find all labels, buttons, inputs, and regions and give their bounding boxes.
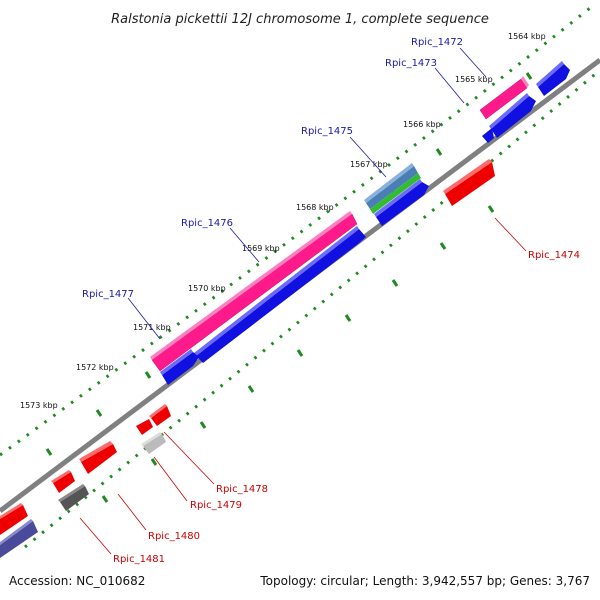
gene-rpic-1475-cds[interactable] [374,179,429,226]
tick-label: 1570 kbp [188,284,226,293]
gene-label[interactable]: Rpic_1475 [301,126,353,137]
reverse-strand-genes [0,159,495,558]
gene-label[interactable]: Rpic_1473 [385,58,437,69]
gene-label[interactable]: Rpic_1480 [148,531,200,542]
gene-label[interactable]: Rpic_1477 [82,289,134,300]
gene-rpic-1474[interactable] [443,159,495,206]
gene-rpic-1480[interactable] [79,441,117,474]
inner-dotted-arc [24,68,600,549]
gene-label[interactable]: Rpic_1472 [411,37,463,48]
gene-left-violet[interactable] [0,519,38,558]
reverse-gene-labels: Rpic_1474 Rpic_1478 Rpic_1479 Rpic_1480 … [79,217,580,565]
gene-rpic-1473[interactable] [489,93,536,138]
gene-rpic-1472-cds[interactable] [536,61,570,96]
gene-rpic-1479[interactable] [141,432,166,454]
gene-label[interactable]: Rpic_1479 [190,500,242,511]
gene-rpic-1476-cds[interactable] [194,226,366,363]
gene-rpic-1477[interactable] [160,349,199,385]
gene-rpic-1475[interactable] [364,163,421,214]
tick-label: 1566 kbp [403,120,441,129]
tick-label: 1564 kbp [508,32,546,41]
gene-rpic-1473-fragment[interactable] [482,128,494,143]
gene-rpic-1478[interactable] [136,404,171,435]
tick-label: 1568 kbp [296,203,334,212]
tick-label: 1569 kbp [242,244,280,253]
gene-rpic-1480-fragment[interactable] [51,470,75,493]
tick-label: 1572 kbp [76,363,114,372]
gene-rpic-1472[interactable] [479,76,529,120]
outer-ticks [101,205,495,503]
outer-dotted-arc [0,6,591,457]
tick-label: 1571 kbp [133,323,171,332]
kbp-labels: 1564 kbp 1565 kbp 1566 kbp 1567 kbp 1568… [20,32,546,410]
accession-text: Accession: NC_010682 [9,574,146,588]
tick-label: 1565 kbp [455,75,493,84]
forward-gene-labels: Rpic_1472 Rpic_1473 Rpic_1475 Rpic_1476 … [82,37,487,340]
gene-label[interactable]: Rpic_1476 [181,218,233,229]
gene-label[interactable]: Rpic_1478 [216,484,268,495]
gene-label[interactable]: Rpic_1481 [113,554,165,565]
tick-label: 1567 kbp [350,160,388,169]
gene-label[interactable]: Rpic_1474 [528,250,580,261]
genome-summary-text: Topology: circular; Length: 3,942,557 bp… [260,574,590,588]
tick-label: 1573 kbp [20,401,58,410]
forward-strand-genes [150,61,570,385]
gene-rpic-1476[interactable] [150,211,358,372]
gene-rpic-1481[interactable] [58,484,89,511]
map-title: Ralstonia pickettii 12J chromosome 1, co… [111,12,489,27]
gene-left-red[interactable] [0,503,28,535]
